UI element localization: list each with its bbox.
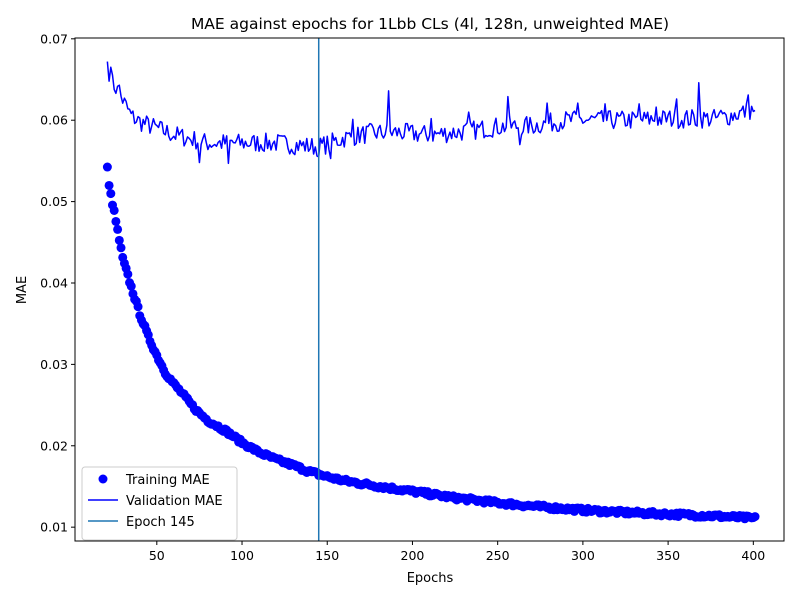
y-axis: 0.01 0.02 0.03 0.04 0.05 0.06 0.07: [40, 31, 75, 535]
legend-label-epoch: Epoch 145: [126, 515, 195, 530]
y-tick-label: 0.02: [40, 438, 68, 453]
training-mae-point: [116, 243, 126, 253]
training-mae-point: [113, 224, 123, 234]
y-tick-label: 0.04: [40, 275, 68, 290]
x-tick-label: 200: [401, 548, 425, 563]
x-tick-label: 100: [230, 548, 254, 563]
training-mae-point: [126, 281, 136, 291]
y-tick-label: 0.05: [40, 194, 68, 209]
x-tick-label: 350: [656, 548, 680, 563]
legend: Training MAE Validation MAE Epoch 145: [81, 466, 238, 541]
training-mae-point: [123, 269, 133, 279]
y-tick-label: 0.03: [40, 357, 68, 372]
training-mae-point: [102, 162, 112, 172]
training-mae-point: [133, 302, 143, 312]
y-axis-title: MAE: [15, 276, 30, 304]
x-tick-label: 50: [149, 548, 165, 563]
legend-marker-training: [98, 474, 108, 484]
y-tick-label: 0.06: [40, 113, 68, 128]
x-tick-label: 250: [486, 548, 510, 563]
y-tick-label: 0.01: [40, 520, 68, 535]
x-axis: 50 100 150 200 250 300 350 400: [149, 541, 765, 563]
chart-title: MAE against epochs for 1Lbb CLs (4l, 128…: [191, 15, 669, 33]
legend-label-validation: Validation MAE: [126, 494, 223, 509]
axes-frame: [74, 37, 785, 542]
training-mae-point: [109, 205, 119, 215]
x-tick-label: 150: [315, 548, 339, 563]
validation-mae-line: [106, 61, 756, 165]
training-mae-point: [750, 512, 760, 522]
legend-box: [81, 466, 238, 541]
training-mae-point: [104, 180, 114, 190]
y-tick-label: 0.07: [40, 31, 68, 46]
training-mae-point: [106, 189, 116, 199]
plot-area: [102, 38, 760, 541]
legend-label-training: Training MAE: [125, 473, 210, 488]
training-mae-point: [111, 216, 121, 226]
x-tick-label: 400: [741, 548, 765, 563]
x-tick-label: 300: [571, 548, 595, 563]
training-mae-point: [114, 235, 124, 245]
x-axis-title: Epochs: [407, 571, 454, 586]
